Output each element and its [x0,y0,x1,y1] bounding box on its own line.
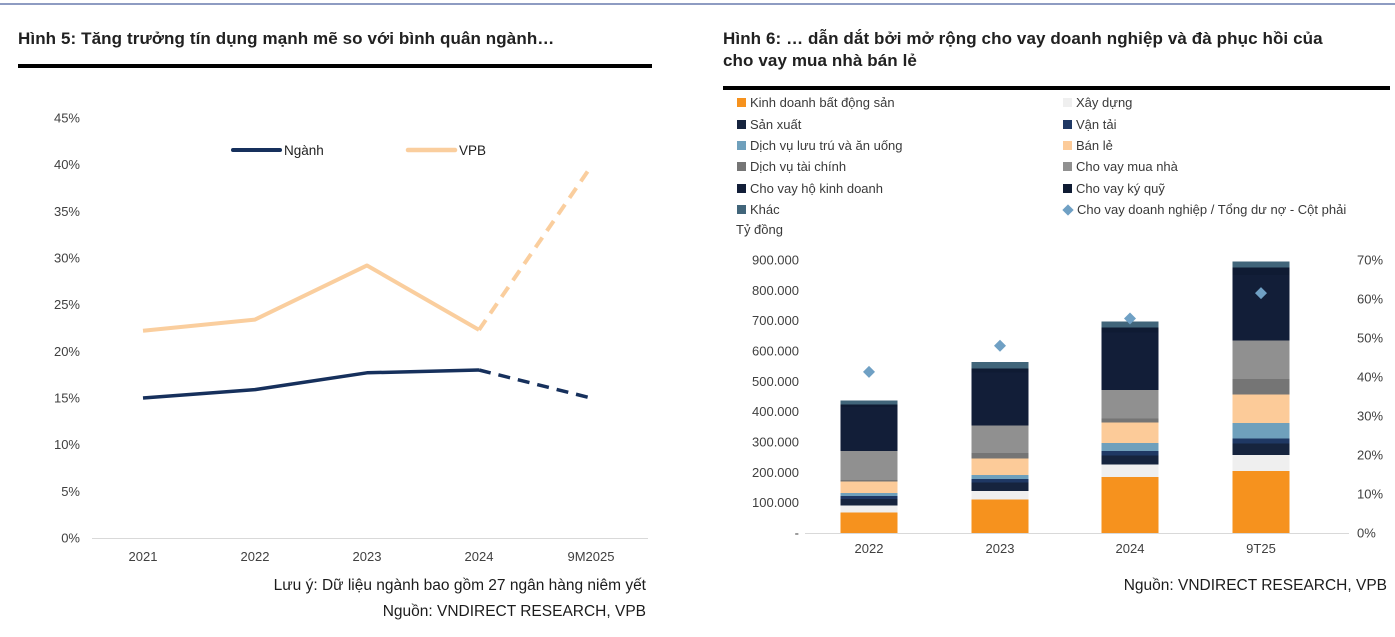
legend-color-swatch [1063,162,1072,172]
svg-text:40%: 40% [1357,370,1383,385]
legend-label: Cho vay ký quỹ [1076,180,1165,196]
svg-text:500.000: 500.000 [752,374,799,389]
legend-color-swatch [737,183,746,193]
legend-color-swatch [1063,140,1072,150]
legend-color-swatch [737,205,746,215]
legend-label: Kinh doanh bất động sản [750,95,895,111]
figure-5: Hình 5: Tăng trưởng tín dụng mạnh mẽ so … [18,24,655,637]
svg-text:700.000: 700.000 [752,313,799,328]
legend-label: Cho vay doanh nghiệp / Tổng dư nợ - Cột … [1077,202,1347,218]
svg-text:2024: 2024 [1116,541,1145,556]
svg-text:2022: 2022 [855,541,884,556]
chart-note: Lưu ý: Dữ liệu ngành bao gồm 27 ngân hàn… [273,577,646,594]
legend-item: Cho vay mua nhà [1063,159,1387,174]
svg-text:35%: 35% [54,204,80,219]
legend-label: Dịch vụ lưu trú và ăn uống [750,137,903,153]
legend-label: Vận tải [1076,116,1117,132]
legend-color-swatch [737,119,746,129]
loan-mix-stacked-bar-chart: - 100.000 200.000 300.000 400.000 500.000 600.… [752,253,1383,557]
svg-text:600.000: 600.000 [752,344,799,359]
axis-labels: - 100.000 200.000 300.000 400.000 500.000 600.… [752,253,1383,557]
legend-item: Cho vay doanh nghiệp / Tổng dư nợ - Cột … [1062,202,1387,218]
svg-text:2021: 2021 [129,549,158,564]
chart-source: Nguồn: VNDIRECT RESEARCH, VPB [1123,577,1387,594]
chart-source: Nguồn: VNDIRECT RESEARCH, VPB [382,603,646,620]
legend-label: Dịch vụ tài chính [750,159,847,175]
figure-6-title-underline [723,86,1390,90]
chart-legend-item: Ngành [231,143,324,158]
legend-label: Xây dựng [1076,95,1133,111]
axis-labels: 45% 40% 35% 30% 25% 20% 15% 10% 5% 0% 2021 2022 2023… [54,111,615,565]
legend-item: Dịch vụ tài chính [737,159,1063,174]
svg-text:40%: 40% [54,157,80,172]
legend-item: Kinh doanh bất động sản [737,95,1063,110]
legend-item: Bán lẻ [1063,138,1387,153]
legend-item: Vận tải [1063,117,1387,132]
svg-text:-: - [795,526,799,541]
svg-text:200.000: 200.000 [752,465,799,480]
line-series-Ngành [142,368,592,400]
svg-text:300.000: 300.000 [752,435,799,450]
svg-text:100.000: 100.000 [752,495,799,510]
legend-label: Bán lẻ [1076,137,1113,153]
svg-text:VPB: VPB [459,143,486,158]
svg-text:Ngành: Ngành [284,143,324,158]
svg-text:5%: 5% [61,484,80,499]
page-top-divider [0,3,1395,5]
figure-5-title: Hình 5: Tăng trưởng tín dụng mạnh mẽ so … [18,29,555,48]
svg-text:9M2025: 9M2025 [568,549,615,564]
legend-item: Xây dựng [1063,95,1387,110]
figure-6-legend: Kinh doanh bất động sản Sản xuất Dịch vụ l… [737,92,1387,220]
svg-text:0%: 0% [61,531,80,546]
svg-text:30%: 30% [1357,409,1383,424]
figure-5-notes: Lưu ý: Dữ liệu ngành bao gồm 27 ngân hàn… [18,573,646,625]
svg-text:70%: 70% [1357,253,1383,268]
legend-color-swatch [737,140,746,150]
svg-text:25%: 25% [54,297,80,312]
legend-label: Cho vay mua nhà [1076,159,1178,175]
legend-item: Cho vay ký quỹ [1063,181,1387,196]
diamond-markers [863,287,1267,378]
figure-6-title: Hình 6: … dẫn dắt bởi mở rộng cho vay do… [723,29,1323,70]
svg-text:20%: 20% [1357,448,1383,463]
legend-item: Cho vay hộ kinh doanh [737,181,1063,196]
diamond-marker-icon [1062,203,1074,216]
figure-6: Hình 6: … dẫn dắt bởi mở rộng cho vay do… [723,24,1390,637]
legend-label: Khác [750,202,780,218]
figure-5-title-underline [18,64,652,68]
line-series-VPB [142,165,593,333]
legend-label: Cho vay hộ kinh doanh [750,180,883,196]
legend-label: Sản xuất [750,116,802,132]
svg-text:400.000: 400.000 [752,404,799,419]
credit-growth-line-chart: 45% 40% 35% 30% 25% 20% 15% 10% 5% 0% 2021 2022 2023… [54,111,648,565]
legend-color-swatch [1063,183,1072,193]
stacked-bars [840,261,1290,533]
svg-text:10%: 10% [54,437,80,452]
svg-text:2024: 2024 [465,549,494,564]
legend-color-swatch [737,98,746,108]
svg-text:800.000: 800.000 [752,283,799,298]
svg-text:60%: 60% [1357,292,1383,307]
svg-text:15%: 15% [54,391,80,406]
legend-item: Dịch vụ lưu trú và ăn uống [737,138,1063,153]
svg-text:2023: 2023 [353,549,382,564]
legend-item: Khác [737,202,1063,217]
chart-legend-item: VPB [405,143,486,158]
legend-color-swatch [737,162,746,172]
svg-text:2022: 2022 [241,549,270,564]
svg-text:900.000: 900.000 [752,253,799,268]
svg-text:50%: 50% [1357,331,1383,346]
svg-text:0%: 0% [1357,526,1376,541]
svg-text:45%: 45% [54,111,80,126]
legend-color-swatch [1063,98,1072,108]
axis-unit-label: Tỷ đồng [736,222,783,237]
svg-text:9T25: 9T25 [1246,541,1276,556]
legend-item: Sản xuất [737,117,1063,132]
svg-text:20%: 20% [54,344,80,359]
svg-text:10%: 10% [1357,487,1383,502]
svg-text:2023: 2023 [986,541,1015,556]
svg-text:30%: 30% [54,251,80,266]
legend-color-swatch [1063,119,1072,129]
